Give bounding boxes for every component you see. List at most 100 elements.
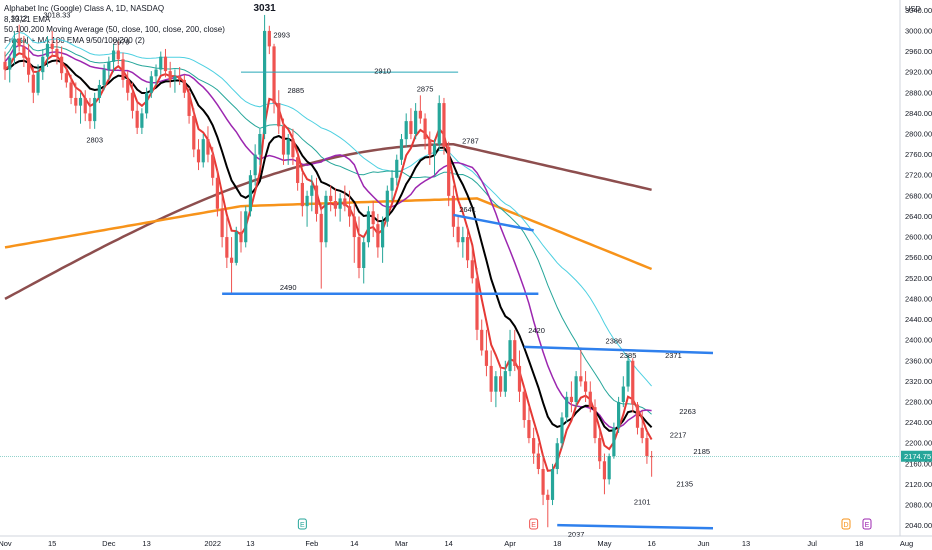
earnings-event-apr[interactable]: E [529, 518, 539, 530]
price-annotation: 3018.33 [43, 10, 70, 19]
candle-body [196, 149, 201, 163]
candle-body [607, 456, 611, 480]
candle-body [173, 76, 177, 80]
x-tick-label: 2022 [204, 539, 221, 548]
y-tick-label: 2200.00 [905, 439, 932, 448]
candle-body [631, 360, 635, 405]
y-tick-label: 2640.00 [905, 212, 932, 221]
candle-body [588, 391, 592, 408]
y-tick-label: 2680.00 [905, 191, 932, 200]
x-tick-label: Nov [0, 539, 12, 548]
candle-body [480, 329, 484, 351]
candle-body [404, 121, 408, 140]
y-tick-label: 2800.00 [905, 130, 932, 139]
x-tick-label: Jul [807, 539, 817, 548]
event-badge [841, 518, 851, 530]
candle-body [347, 206, 352, 217]
y-tick-label: 2160.00 [905, 459, 932, 468]
y-tick-label: 2040.00 [905, 521, 932, 530]
candle-body [31, 74, 35, 93]
candle-body [55, 48, 59, 57]
candle-body [286, 139, 290, 155]
price-annotation: 3012 [11, 14, 28, 23]
y-tick-label: 2920.00 [905, 68, 932, 77]
candle-body [8, 57, 12, 70]
price-annotation: 2979 [113, 38, 130, 47]
candle-body [74, 97, 78, 106]
candle-body [555, 443, 559, 469]
y-tick-label: 2360.00 [905, 356, 932, 365]
candle-body [281, 126, 286, 155]
candle-body [126, 79, 130, 93]
candle-body [248, 175, 253, 212]
candle-body [83, 97, 87, 114]
candle-body [178, 76, 182, 80]
trendline [524, 345, 714, 355]
y-tick-label: 2520.00 [905, 274, 932, 283]
x-tick-label: Jun [698, 539, 710, 548]
ma-long-line [4, 143, 652, 301]
candle-body [149, 76, 153, 93]
candle-body [305, 195, 309, 207]
candle-body [489, 365, 493, 392]
candle-body [461, 237, 465, 243]
candle-body [522, 391, 526, 421]
ema-legend: 8,13,21 EMA [4, 14, 51, 24]
dividend-event[interactable]: D [841, 518, 851, 530]
x-tick-label: Apr [504, 539, 516, 548]
price-annotation: 3031 [253, 3, 276, 14]
candle-body [399, 139, 404, 160]
candle-body [579, 376, 583, 382]
candle-body [390, 177, 394, 191]
price-annotation: 2641 [459, 205, 476, 214]
event-letter: E [300, 522, 305, 529]
y-tick-label: 2560.00 [905, 253, 932, 262]
candle-body [499, 376, 503, 392]
ema-mid-line [4, 59, 653, 432]
last-price-label: 2174.75 [904, 452, 931, 461]
candle-body [45, 43, 50, 57]
price-annotation: 2875 [417, 84, 434, 93]
candle-body [414, 110, 418, 134]
candle-body [267, 30, 271, 47]
teal-ma-line [4, 39, 652, 415]
y-tick-label: 2600.00 [905, 233, 932, 242]
time-axis[interactable]: Nov 15 Dec 13 2022 13 Feb 14 Mar 14 Apr 18 May 16 Jun 1… [0, 535, 932, 548]
candle-body [381, 221, 385, 248]
candle-body [362, 242, 366, 268]
earnings-event-feb[interactable]: E [297, 518, 307, 530]
price-axis[interactable]: 2040.00 2080.00 2120.00 2160.00 2200.00 2240.… [899, 0, 932, 536]
candle-body [626, 360, 630, 387]
candle-body [385, 190, 389, 222]
candle-body [395, 159, 399, 178]
candle-body [546, 494, 550, 500]
candle-body [272, 46, 276, 104]
candle-body [598, 438, 602, 462]
y-tick-label: 2720.00 [905, 171, 932, 180]
candle-body [565, 396, 569, 418]
candle-body [60, 56, 64, 74]
candle-body [465, 237, 470, 261]
candle-body [423, 118, 427, 140]
candle-body [432, 144, 437, 155]
moving-averages [4, 31, 653, 472]
y-tick-label: 2880.00 [905, 88, 932, 97]
price-annotation: 2263 [679, 407, 696, 416]
candle-body [451, 195, 455, 227]
candle-body [277, 103, 281, 127]
candle-body [50, 43, 54, 49]
candle-body [27, 57, 31, 75]
price-annotation: 2037 [568, 530, 585, 539]
x-tick-label: May [597, 539, 611, 548]
y-tick-label: 2480.00 [905, 294, 932, 303]
earnings-event-jul[interactable]: E [862, 518, 872, 530]
candle-body [437, 103, 441, 145]
candle-body [182, 79, 186, 93]
price-annotation: 2993 [273, 31, 290, 40]
y-tick-label: 3040.00 [905, 6, 932, 15]
event-badge [862, 518, 872, 530]
candle-body [310, 185, 314, 196]
fractal-legend: Fractal + MA 100 EMA 9/50/100/200 (2) [4, 35, 145, 45]
